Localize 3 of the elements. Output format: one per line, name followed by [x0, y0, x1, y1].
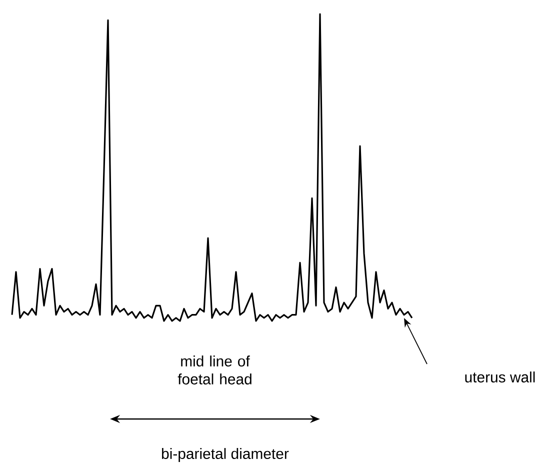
text: bi-parietal diameter [162, 448, 289, 462]
text: uterus wall [465, 372, 535, 382]
text: mid line of foetal head [178, 356, 252, 384]
